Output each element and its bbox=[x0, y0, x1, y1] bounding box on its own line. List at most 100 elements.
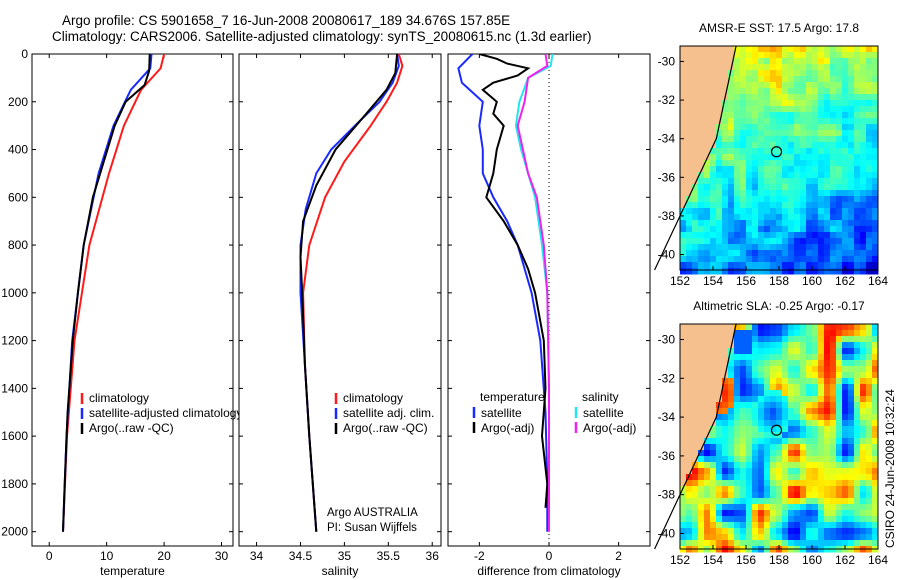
map-cell bbox=[728, 450, 735, 457]
map-cell bbox=[764, 172, 771, 179]
map-cell bbox=[830, 534, 837, 541]
map-cell bbox=[770, 106, 777, 113]
map-cell bbox=[860, 510, 867, 517]
map-cell bbox=[866, 360, 873, 367]
map-cell bbox=[710, 444, 717, 451]
map-cell bbox=[830, 450, 837, 457]
map-cell bbox=[872, 124, 879, 131]
map-cell bbox=[698, 268, 705, 275]
header-line-1: Argo profile: CS 5901658_7 16-Jun-2008 2… bbox=[62, 13, 511, 28]
map-cell bbox=[716, 154, 723, 161]
map-cell bbox=[782, 256, 789, 263]
map-cell bbox=[752, 486, 759, 493]
map-cell bbox=[788, 142, 795, 149]
map-cell bbox=[782, 534, 789, 541]
map-cell bbox=[698, 474, 705, 481]
map-cell bbox=[764, 184, 771, 191]
map-cell bbox=[818, 330, 825, 337]
map-cell bbox=[866, 498, 873, 505]
map-cell bbox=[824, 426, 831, 433]
map-cell bbox=[698, 366, 705, 373]
map-cell bbox=[848, 336, 855, 343]
map-cell bbox=[698, 522, 705, 529]
map-cell bbox=[830, 456, 837, 463]
map-cell bbox=[860, 402, 867, 409]
map-cell bbox=[746, 232, 753, 239]
map-cell bbox=[680, 510, 687, 517]
map-cell bbox=[740, 342, 747, 349]
map-cell bbox=[734, 100, 741, 107]
map-cell bbox=[680, 232, 687, 239]
map-cell bbox=[824, 384, 831, 391]
map-cell bbox=[800, 106, 807, 113]
map-cell bbox=[770, 262, 777, 269]
map-cell bbox=[710, 498, 717, 505]
map-cell bbox=[788, 106, 795, 113]
map-cell bbox=[818, 178, 825, 185]
map-cell bbox=[836, 408, 843, 415]
map-cell bbox=[680, 324, 687, 331]
map-cell bbox=[722, 178, 729, 185]
map-cell bbox=[818, 492, 825, 499]
map-cell bbox=[734, 196, 741, 203]
map-cell bbox=[872, 142, 879, 149]
map-cell bbox=[866, 534, 873, 541]
map-cell bbox=[686, 444, 693, 451]
map-cell bbox=[842, 534, 849, 541]
map-cell bbox=[830, 378, 837, 385]
map-cell bbox=[746, 348, 753, 355]
map-cell bbox=[800, 492, 807, 499]
map-cell bbox=[860, 474, 867, 481]
map-cell bbox=[776, 190, 783, 197]
map-cell bbox=[686, 462, 693, 469]
map-cell bbox=[764, 486, 771, 493]
map-cell bbox=[806, 510, 813, 517]
map-cell bbox=[824, 540, 831, 547]
map-cell bbox=[746, 366, 753, 373]
map-cell bbox=[776, 46, 783, 53]
map-cell bbox=[746, 324, 753, 331]
map-cell bbox=[830, 130, 837, 137]
map-cell bbox=[680, 208, 687, 215]
map-cell bbox=[818, 378, 825, 385]
map-cell bbox=[854, 52, 861, 59]
sla-map-lon-label: 160 bbox=[802, 553, 822, 567]
map-cell bbox=[806, 160, 813, 167]
map-cell bbox=[848, 402, 855, 409]
map-cell bbox=[680, 136, 687, 143]
map-cell bbox=[782, 384, 789, 391]
map-cell bbox=[692, 468, 699, 475]
map-cell bbox=[716, 540, 723, 547]
map-cell bbox=[698, 82, 705, 89]
map-cell bbox=[860, 348, 867, 355]
map-cell bbox=[704, 474, 711, 481]
map-cell bbox=[740, 498, 747, 505]
map-cell bbox=[854, 202, 861, 209]
map-cell bbox=[836, 58, 843, 65]
map-cell bbox=[734, 46, 741, 53]
map-cell bbox=[830, 136, 837, 143]
map-cell bbox=[842, 232, 849, 239]
map-cell bbox=[734, 232, 741, 239]
map-cell bbox=[788, 366, 795, 373]
map-cell bbox=[704, 510, 711, 517]
map-cell bbox=[710, 450, 717, 457]
map-cell bbox=[698, 504, 705, 511]
map-cell bbox=[854, 64, 861, 71]
map-cell bbox=[818, 360, 825, 367]
map-cell bbox=[680, 426, 687, 433]
map-cell bbox=[740, 384, 747, 391]
map-cell bbox=[800, 462, 807, 469]
map-cell bbox=[788, 154, 795, 161]
map-cell bbox=[842, 354, 849, 361]
map-cell bbox=[692, 336, 699, 343]
map-cell bbox=[698, 256, 705, 263]
map-cell bbox=[824, 208, 831, 215]
map-cell bbox=[722, 172, 729, 179]
map-cell bbox=[836, 154, 843, 161]
map-cell bbox=[818, 414, 825, 421]
map-cell bbox=[698, 202, 705, 209]
map-cell bbox=[818, 534, 825, 541]
map-cell bbox=[860, 324, 867, 331]
map-cell bbox=[698, 432, 705, 439]
